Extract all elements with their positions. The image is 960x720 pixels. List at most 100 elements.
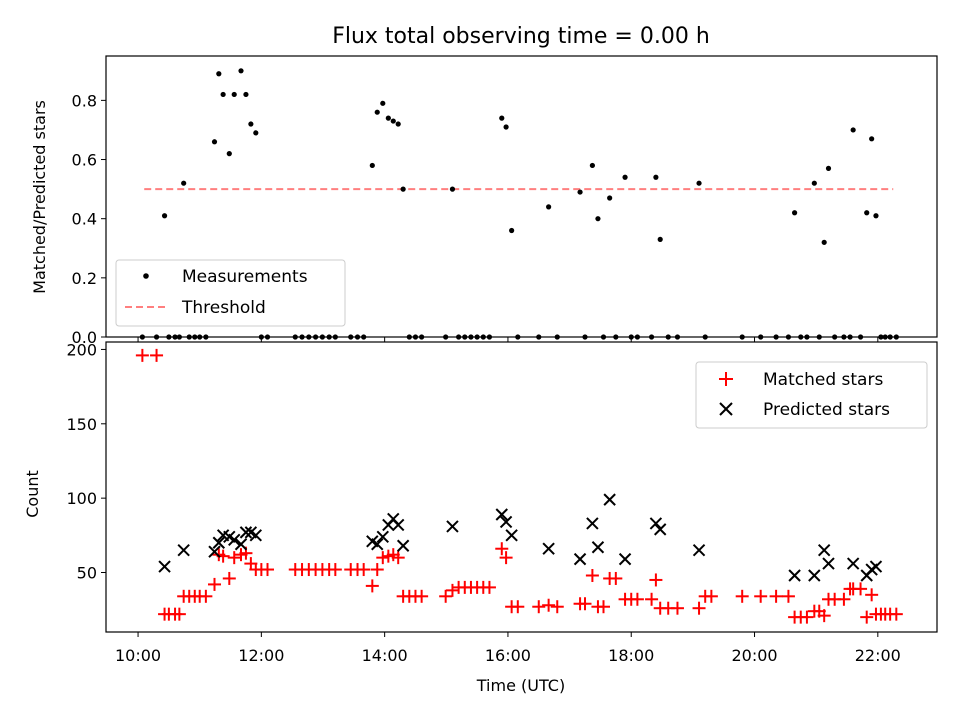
predicted-star-marker xyxy=(586,517,599,530)
legend-threshold-label: Threshold xyxy=(181,298,266,318)
measurement-point xyxy=(226,151,232,157)
matched-star-marker xyxy=(511,600,525,614)
measurement-points xyxy=(139,68,899,340)
matched-star-marker xyxy=(482,580,496,594)
bottom-y-tick-label: 200 xyxy=(66,340,97,359)
ratio-panel: 0.0 0.2 0.4 0.6 0.8 Flux total observing tim… xyxy=(30,24,938,347)
predicted-star-marker xyxy=(499,515,513,529)
matched-star-marker xyxy=(860,610,874,624)
predicted-star-marker xyxy=(869,560,883,573)
predicted-star-marker xyxy=(649,517,663,530)
matched-star-marker xyxy=(670,601,684,615)
matched-star-marker xyxy=(365,579,379,593)
predicted-star-marker xyxy=(808,569,821,582)
measurement-point xyxy=(607,195,613,201)
bottom-y-tick-label: 100 xyxy=(66,489,97,508)
measurement-point xyxy=(253,130,259,136)
predicted-star-marker xyxy=(591,541,605,554)
x-tick-label: 22:00 xyxy=(855,646,901,665)
matched-star-marker xyxy=(439,589,453,603)
matched-star-marker xyxy=(227,551,241,565)
top-y-tick-label: 0.2 xyxy=(72,269,97,288)
measurement-point xyxy=(238,68,244,74)
bottom-y-axis-label: Count xyxy=(23,470,42,518)
matched-star-marker xyxy=(532,600,546,614)
measurement-point xyxy=(216,71,222,77)
matched-star-marker xyxy=(754,589,768,603)
matched-star-marker xyxy=(645,592,659,606)
measurement-point xyxy=(509,227,515,234)
predicted-star-marker xyxy=(822,557,835,570)
matched-star-marker xyxy=(550,600,564,614)
measurement-point xyxy=(850,127,856,133)
measurement-point xyxy=(869,136,875,142)
x-tick-label: 20:00 xyxy=(731,646,777,665)
matched-star-marker xyxy=(800,610,814,624)
measurement-point xyxy=(499,115,505,121)
bottom-y-tick-label: 150 xyxy=(66,415,97,434)
measurement-point xyxy=(380,100,386,106)
matched-star-marker xyxy=(649,573,663,587)
matched-star-marker xyxy=(207,577,221,591)
matched-star-marker xyxy=(889,607,903,621)
measurement-point xyxy=(622,174,628,180)
measurement-point xyxy=(369,162,375,169)
bottom-axes-frame xyxy=(105,341,938,633)
predicted-star-marker xyxy=(249,529,263,542)
measurement-point xyxy=(811,180,817,186)
measurement-point xyxy=(243,91,249,98)
predicted-star-marker xyxy=(817,543,831,557)
predicted-star-marker xyxy=(376,530,390,544)
matched-star-marker xyxy=(415,589,429,603)
matched-star-marker xyxy=(445,583,459,597)
measurement-point xyxy=(546,204,552,210)
predicted-star-marker xyxy=(239,526,253,539)
measurement-point xyxy=(248,121,254,127)
matched-star-marker xyxy=(854,582,868,596)
top-y-axis-label: Matched/Predicted stars xyxy=(30,100,49,294)
measurement-point xyxy=(873,213,879,219)
predicted-star-marker xyxy=(177,543,190,557)
matched-star-marker xyxy=(781,589,795,603)
predicted-star-marker xyxy=(446,520,459,533)
legend-matched-marker xyxy=(719,372,733,386)
measurement-point xyxy=(395,121,401,127)
predicted-star-marker xyxy=(391,518,405,532)
matched-star-marker xyxy=(704,589,718,603)
matched-star-marker xyxy=(692,601,706,615)
measurement-point xyxy=(595,216,601,222)
predicted-star-marker xyxy=(396,539,410,552)
measurement-point xyxy=(503,124,509,130)
measurement-point xyxy=(231,91,237,98)
measurement-point xyxy=(211,139,218,145)
predicted-star-marker xyxy=(212,536,226,549)
top-y-tick-label: 0.8 xyxy=(72,91,97,110)
x-axis-label: Time (UTC) xyxy=(476,676,565,695)
measurement-point xyxy=(181,180,187,186)
predicted-star-marker xyxy=(788,569,801,582)
predicted-star-marker xyxy=(208,545,221,558)
top-y-tick-label: 0.0 xyxy=(72,328,97,347)
x-tick-label: 18:00 xyxy=(608,646,654,665)
matched-star-marker xyxy=(391,551,405,565)
matched-star-marker xyxy=(837,592,851,606)
measurement-point xyxy=(220,91,226,98)
matched-star-marker xyxy=(817,609,831,623)
top-y-ticks: 0.0 0.2 0.4 0.6 0.8 xyxy=(72,91,106,347)
x-tick-label: 14:00 xyxy=(362,646,408,665)
predicted-star-marker xyxy=(653,523,667,536)
measurement-point xyxy=(589,162,595,169)
predicted-star-marker xyxy=(234,538,248,551)
matched-star-marker xyxy=(585,568,599,582)
chart-title: Flux total observing time = 0.00 h xyxy=(332,24,710,49)
predicted-star-marker xyxy=(228,533,241,547)
predicted-star-marker xyxy=(158,560,171,573)
predicted-star-marker xyxy=(692,543,706,557)
count-points xyxy=(135,348,903,624)
matched-star-marker xyxy=(328,563,342,577)
top-legend-box xyxy=(115,259,346,327)
bottom-legend: Matched stars Predicted stars xyxy=(695,361,928,429)
matched-star-marker xyxy=(172,607,186,621)
legend-predicted-label: Predicted stars xyxy=(763,400,890,420)
